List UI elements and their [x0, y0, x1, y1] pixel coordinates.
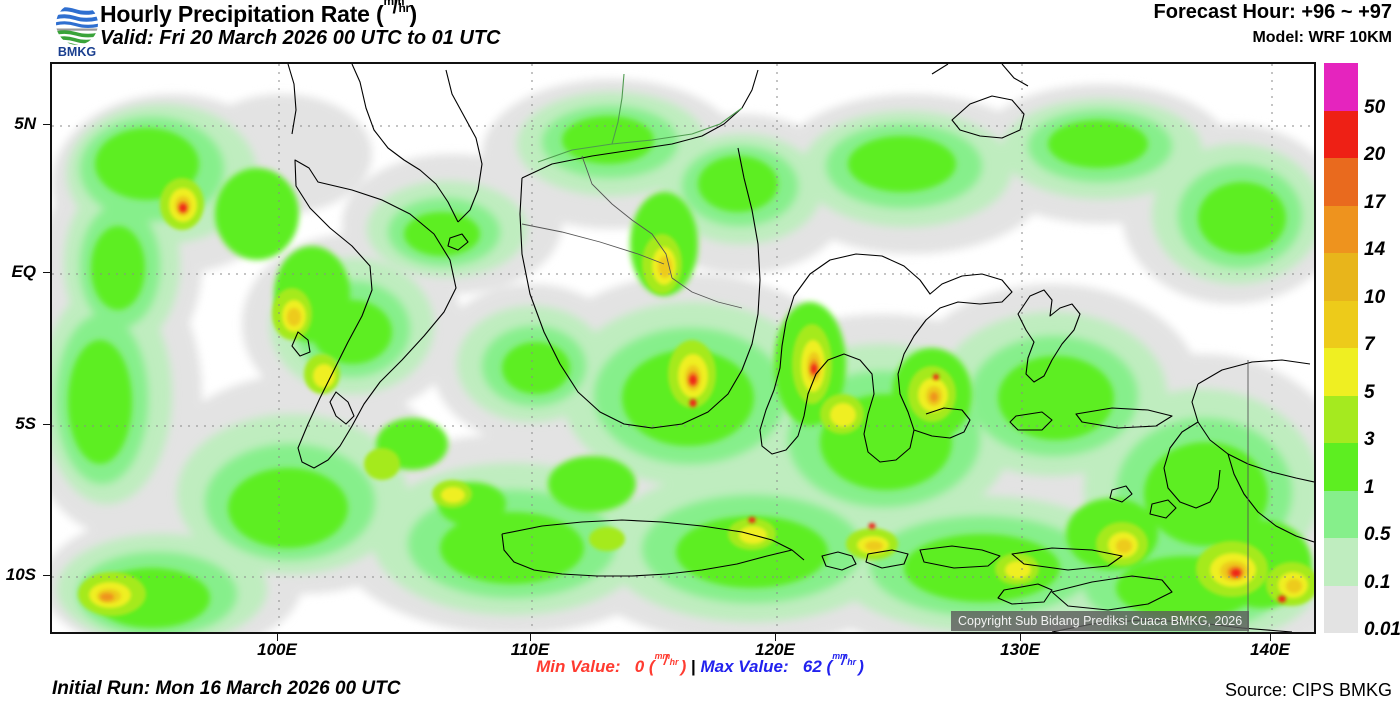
source-label: Source: CIPS BMKG: [1224, 680, 1392, 700]
x-tick-0: [277, 634, 278, 641]
colorbar-band-8: [1324, 443, 1358, 491]
colorbar-label-0.1: 0.1: [1364, 571, 1391, 593]
minmax-separator: |: [690, 657, 696, 676]
x-axis-label-100e: 100E: [257, 640, 297, 659]
precipitation-map[interactable]: [50, 62, 1316, 634]
min-value-label: Min Value:: [536, 657, 621, 676]
map-canvas: [52, 64, 1314, 632]
colorbar-label-7: 7: [1364, 334, 1375, 355]
y-tick-1: [43, 272, 50, 273]
y-axis-label-5s: 5S: [15, 414, 36, 433]
model-label: Model: WRF 10KM: [1252, 29, 1392, 46]
colorbar-label-3: 3: [1364, 429, 1375, 450]
x-tick-3: [1020, 634, 1021, 641]
x-axis-label-130e: 130E: [1000, 640, 1040, 659]
colorbar-label-1: 1: [1364, 476, 1375, 498]
y-tick-2: [43, 424, 50, 425]
max-unit-denominator: hr: [847, 656, 857, 667]
colorbar-band-3: [1324, 205, 1358, 253]
x-tick-2: [775, 634, 776, 641]
colorbar-label-17: 17: [1364, 191, 1386, 213]
max-unit-numerator: mm: [832, 651, 848, 662]
colorbar-label-0.5: 0.5: [1364, 524, 1391, 545]
bmkg-logo-text: BMKG: [58, 45, 96, 58]
colorbar-label-14: 14: [1364, 239, 1386, 260]
colorbar-band-11: [1324, 585, 1358, 633]
valid-time-subtitle: Valid: Fri 20 March 2026 00 UTC to 01 UT…: [100, 27, 501, 49]
x-axis-label-120e: 120E: [755, 640, 795, 659]
colorbar-label-0.01: 0.01: [1364, 619, 1400, 640]
bmkg-logo: BMKG: [56, 3, 98, 58]
colorbar-band-0: [1324, 63, 1358, 111]
colorbar-band-2: [1324, 158, 1358, 206]
unit-denominator: hr: [398, 1, 411, 16]
max-value-label: Max Value:: [700, 657, 789, 676]
x-tick-4: [1270, 634, 1271, 641]
max-value: 62: [802, 657, 822, 676]
title-unit-fraction: mm / hr: [383, 0, 411, 22]
colorbar-band-5: [1324, 300, 1358, 348]
colorbar: [1324, 63, 1358, 633]
precip-layer-extreme: [179, 204, 1286, 603]
x-axis-label-140e: 140E: [1250, 640, 1290, 659]
colorbar-label-10: 10: [1364, 286, 1386, 308]
min-unit-denominator: hr: [669, 656, 679, 667]
colorbar-label-50: 50: [1364, 96, 1386, 118]
colorbar-band-10: [1324, 538, 1358, 586]
y-axis-label-10s: 10S: [5, 565, 36, 584]
initial-run-label: Initial Run: Mon 16 March 2026 00 UTC: [52, 678, 401, 699]
colorbar-band-7: [1324, 395, 1358, 443]
colorbar-label-20: 20: [1364, 144, 1386, 165]
x-axis-label-110e: 110E: [510, 640, 550, 659]
y-axis-label-eq: EQ: [11, 262, 36, 281]
colorbar-band-4: [1324, 253, 1358, 301]
copyright-watermark: Copyright Sub Bidang Prediksi Cuaca BMKG…: [951, 611, 1250, 631]
unit-numerator: mm: [383, 0, 405, 8]
colorbar-band-6: [1324, 348, 1358, 396]
y-axis-label-5n: 5N: [14, 114, 36, 133]
map-gridlines: [52, 64, 1314, 632]
colorbar-label-5: 5: [1364, 381, 1375, 403]
country-borders: [521, 155, 1249, 632]
min-max-readout: Min Value: 0 ( mm / hr ) | Max Value: 62…: [536, 651, 864, 676]
page-title: Hourly Precipitation Rate ( mm / hr ): [100, 0, 417, 28]
min-value: 0: [634, 657, 645, 676]
max-unit-slash: /: [841, 653, 846, 670]
page-title-text: Hourly Precipitation Rate: [100, 1, 370, 27]
min-unit-fraction: mm / hr: [655, 651, 681, 672]
y-tick-3: [43, 575, 50, 576]
x-tick-1: [530, 634, 531, 641]
coastlines: [287, 64, 1314, 632]
min-unit-slash: /: [663, 653, 668, 670]
min-unit-numerator: mm: [654, 651, 671, 662]
y-tick-0: [43, 124, 50, 125]
colorbar-band-9: [1324, 490, 1358, 538]
forecast-hour-label: Forecast Hour: +96 ~ +97: [1153, 1, 1392, 23]
highlight-border: [537, 73, 743, 163]
unit-slash: /: [392, 0, 398, 19]
colorbar-band-1: [1324, 110, 1358, 158]
max-unit-fraction: mm / hr: [832, 651, 858, 672]
